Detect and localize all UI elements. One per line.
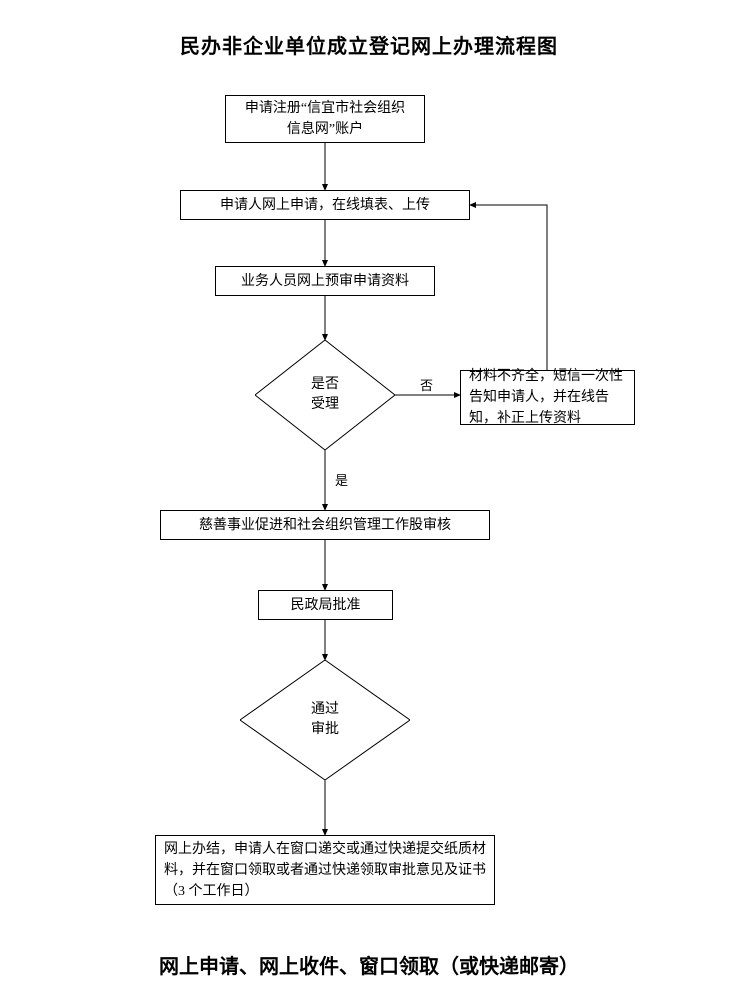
flowchart-page: 民办非企业单位成立登记网上办理流程图 申请注册“信宜市社会组织信息网”账户 申请… <box>0 0 738 995</box>
edge-label-yes: 是 <box>335 470 348 489</box>
node-online-apply: 申请人网上申请，在线填表、上传 <box>180 190 470 220</box>
node-register-account: 申请注册“信宜市社会组织信息网”账户 <box>225 95 425 143</box>
edge-label-no: 否 <box>420 375 433 394</box>
page-title: 民办非企业单位成立登记网上办理流程图 <box>0 30 738 59</box>
node-bureau-approve: 民政局批准 <box>258 590 393 620</box>
page-footer: 网上申请、网上收件、窗口领取（或快递邮寄） <box>0 950 738 979</box>
node-incomplete-material: 材料不齐全，短信一次性告知申请人，并在线告知，补正上传资料 <box>460 370 635 425</box>
decision-accept: 是否受理 <box>255 340 395 450</box>
node-final-result: 网上办结，申请人在窗口递交或通过快递提交纸质材料，并在窗口领取或者通过快递领取审… <box>155 835 495 905</box>
node-charity-audit: 慈善事业促进和社会组织管理工作股审核 <box>160 510 490 540</box>
node-preaudit: 业务人员网上预审申请资料 <box>215 266 435 296</box>
decision-pass-approval: 通过审批 <box>240 660 410 780</box>
